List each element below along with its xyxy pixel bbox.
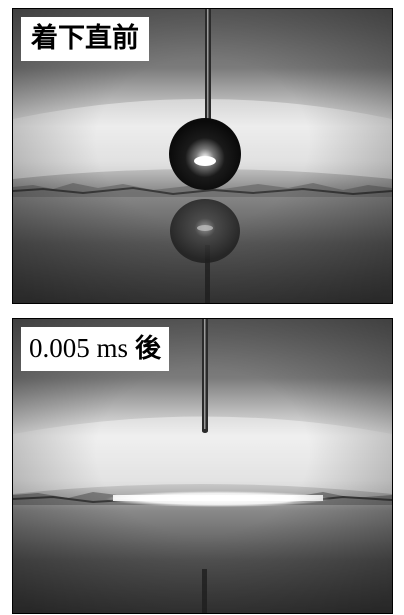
caption-suffix: 後 [135, 334, 162, 364]
caption-after-impact: 0.005 ms 後 [21, 327, 170, 371]
photo-after-impact: 0.005 ms 後 [12, 318, 393, 614]
photo-before-impact-image [13, 9, 392, 303]
caption-time: 0.005 ms [29, 333, 129, 363]
photo-before-impact: 着下直前 [12, 8, 393, 304]
caption-before-impact: 着下直前 [21, 17, 149, 61]
